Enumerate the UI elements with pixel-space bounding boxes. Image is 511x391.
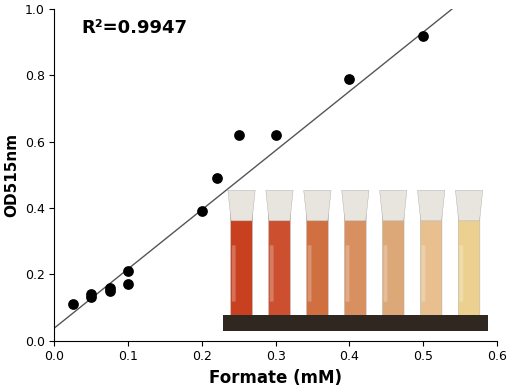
- Point: [106, 288, 114, 294]
- Point: [106, 284, 114, 291]
- Text: R²=0.9947: R²=0.9947: [81, 19, 187, 37]
- Point: [198, 208, 206, 214]
- Point: [124, 268, 132, 274]
- Point: [87, 291, 96, 297]
- Point: [69, 301, 77, 307]
- Point: [345, 75, 354, 82]
- Point: [235, 132, 243, 138]
- Point: [213, 175, 221, 181]
- Point: [419, 32, 427, 39]
- Y-axis label: OD515nm: OD515nm: [4, 133, 19, 217]
- Point: [271, 132, 280, 138]
- X-axis label: Formate (mM): Formate (mM): [209, 369, 342, 387]
- Point: [124, 281, 132, 287]
- Point: [87, 294, 96, 301]
